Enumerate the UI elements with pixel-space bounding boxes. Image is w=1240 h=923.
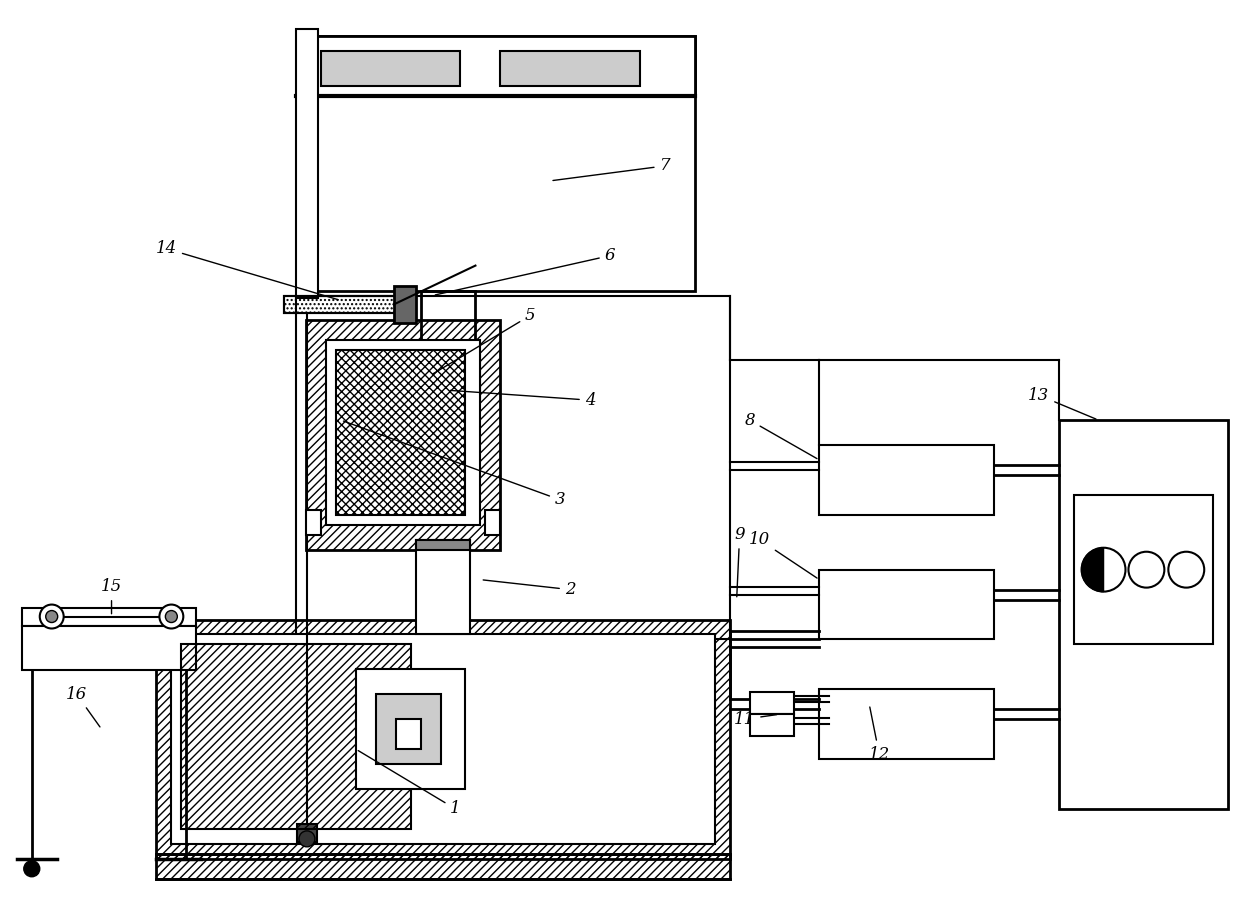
Bar xyxy=(820,689,994,759)
Bar xyxy=(415,435,445,455)
Circle shape xyxy=(46,610,58,622)
Bar xyxy=(326,341,480,525)
Bar xyxy=(284,295,404,314)
Circle shape xyxy=(160,605,184,629)
Circle shape xyxy=(40,605,63,629)
Text: 9: 9 xyxy=(734,526,745,597)
Bar xyxy=(405,401,455,435)
Text: 4: 4 xyxy=(450,390,595,409)
Bar xyxy=(22,626,196,670)
Bar xyxy=(296,36,694,96)
Bar xyxy=(156,854,729,879)
Text: 12: 12 xyxy=(868,707,890,762)
Bar xyxy=(415,540,470,634)
Bar xyxy=(1074,495,1213,644)
Bar xyxy=(356,669,465,789)
Text: 13: 13 xyxy=(1028,387,1096,419)
Bar xyxy=(156,619,729,858)
Bar xyxy=(306,509,321,534)
Bar xyxy=(296,36,694,291)
Text: 16: 16 xyxy=(66,686,100,727)
Bar xyxy=(820,569,994,640)
Bar xyxy=(1059,420,1228,809)
Circle shape xyxy=(24,861,40,877)
Text: 6: 6 xyxy=(435,247,615,294)
Bar xyxy=(415,540,470,550)
Text: 3: 3 xyxy=(343,421,565,509)
Bar xyxy=(396,719,420,749)
Text: 14: 14 xyxy=(156,240,339,300)
Bar xyxy=(485,509,501,534)
Text: 11: 11 xyxy=(734,711,776,727)
Text: 2: 2 xyxy=(484,580,575,598)
Bar xyxy=(306,320,501,550)
Bar xyxy=(296,824,317,842)
Text: 7: 7 xyxy=(553,158,670,181)
Text: 8: 8 xyxy=(744,412,817,459)
Bar xyxy=(22,607,196,626)
Bar xyxy=(381,355,480,401)
Text: 15: 15 xyxy=(100,578,123,614)
Bar xyxy=(420,291,475,509)
Bar xyxy=(296,30,317,298)
Bar xyxy=(750,714,795,737)
Bar xyxy=(501,52,640,86)
Bar xyxy=(750,692,795,714)
Bar xyxy=(181,644,410,829)
Text: 5: 5 xyxy=(433,307,536,374)
Bar xyxy=(284,295,404,314)
Bar xyxy=(321,52,460,86)
Bar xyxy=(296,295,729,640)
Circle shape xyxy=(299,831,315,846)
Circle shape xyxy=(165,610,177,622)
Text: 10: 10 xyxy=(749,532,817,578)
Wedge shape xyxy=(1081,547,1104,592)
Text: 1: 1 xyxy=(358,750,461,818)
Bar xyxy=(336,351,465,515)
Bar xyxy=(820,445,994,515)
Bar xyxy=(393,285,415,323)
Bar xyxy=(376,694,440,764)
Bar xyxy=(171,634,714,844)
